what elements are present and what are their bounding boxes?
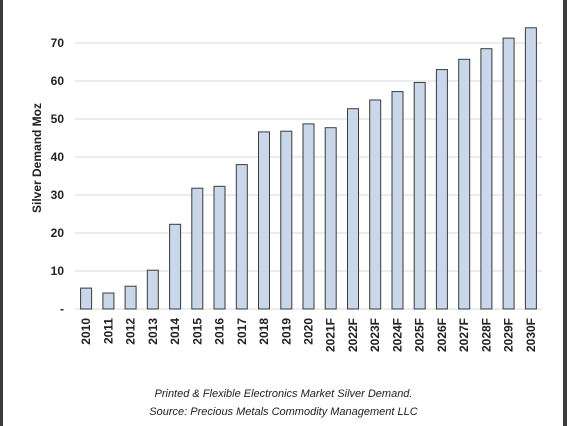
bar-2010	[80, 287, 93, 310]
x-tick-label-2025F: 2025F	[413, 318, 427, 352]
left-frame-rule	[0, 0, 3, 426]
x-tick-label-2024F: 2024F	[391, 318, 405, 352]
bar-2013	[146, 269, 159, 310]
x-tick-label-2010: 2010	[79, 318, 93, 345]
y-axis-ticks: - 10 20 30 40 50 60 70	[51, 36, 65, 316]
x-tick-label-2029F: 2029F	[502, 318, 516, 352]
y-tick-label: 60	[51, 74, 65, 88]
y-tick-label: 10	[51, 264, 65, 278]
bar-2026F	[435, 69, 448, 310]
x-tick-label-2027F: 2027F	[457, 318, 471, 352]
x-tick-label-2017: 2017	[235, 318, 249, 345]
bars	[80, 27, 537, 310]
bar-2018	[258, 131, 270, 310]
x-tick-label-2022F: 2022F	[346, 318, 360, 352]
y-tick-label: -	[60, 302, 64, 316]
bar-2012	[124, 285, 137, 310]
right-frame-rule	[563, 0, 567, 426]
y-tick-label: 30	[51, 188, 65, 202]
y-tick-label: 40	[51, 150, 65, 164]
x-tick-label-2021F: 2021F	[324, 318, 338, 352]
x-tick-label-2030F: 2030F	[524, 318, 538, 352]
bar-2016	[213, 185, 226, 310]
x-tick-label-2023F: 2023F	[368, 318, 382, 352]
x-tick-label-2018: 2018	[257, 318, 271, 345]
y-tick-label: 50	[51, 112, 65, 126]
bar-2024F	[391, 91, 404, 310]
y-axis-label: Silver Demand Moz	[30, 103, 44, 213]
bar-2015	[191, 187, 204, 310]
x-tick-label-2014: 2014	[168, 318, 182, 345]
silver-demand-bar-chart: - 10 20 30 40 50 60 70 2010 2011 2012 2013 2014 2015…	[30, 27, 542, 352]
bar-2023F	[369, 99, 382, 310]
x-tick-label-2015: 2015	[190, 318, 204, 345]
bar-2025F	[413, 82, 426, 310]
x-tick-label-2011: 2011	[101, 318, 115, 344]
caption-title: Printed & Flexible Electronics Market Si…	[154, 388, 413, 400]
bar-2021F	[324, 127, 337, 310]
x-axis-ticks: 2010 2011 2012 2013 2014 2015 2016 2017 2018 2019…	[79, 318, 538, 352]
bar-2019	[280, 130, 293, 310]
x-tick-label-2026F: 2026F	[435, 318, 449, 352]
x-tick-label-2028F: 2028F	[479, 318, 493, 352]
bar-2027F	[458, 58, 471, 310]
x-tick-label-2012: 2012	[124, 318, 138, 345]
bar-2011	[102, 292, 115, 310]
bar-2030F	[524, 27, 537, 310]
bar-2022F	[347, 108, 359, 310]
bar-2014	[169, 223, 182, 310]
x-tick-label-2013: 2013	[146, 318, 160, 345]
bar-2020	[302, 123, 315, 310]
x-tick-label-2019: 2019	[279, 318, 293, 345]
y-tick-label: 70	[51, 36, 65, 50]
caption-source: Source: Precious Metals Commodity Manage…	[149, 406, 418, 418]
x-tick-label-2020: 2020	[302, 318, 316, 345]
y-tick-label: 20	[51, 226, 65, 240]
bar-2029F	[502, 37, 515, 310]
bar-2017	[235, 164, 248, 310]
bar-2028F	[480, 48, 493, 310]
x-tick-label-2016: 2016	[213, 318, 227, 345]
